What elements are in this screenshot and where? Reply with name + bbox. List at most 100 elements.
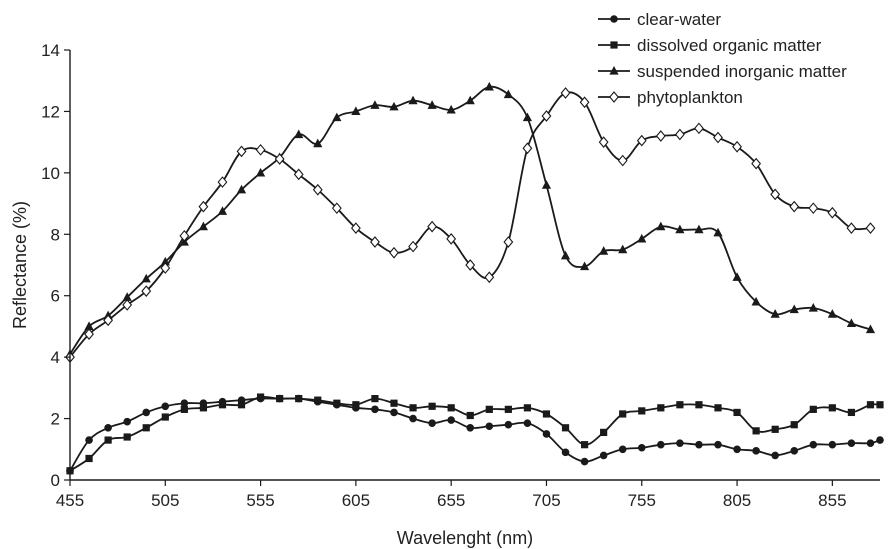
y-tick-label: 6: [51, 287, 60, 306]
data-point-clear-water-825: [771, 451, 779, 460]
data-point-phytoplankton-645: [427, 220, 438, 233]
y-axis-title: Reflectance (%): [10, 201, 30, 329]
data-point-phytoplankton-805: [732, 140, 742, 153]
series-clear-water: [66, 394, 884, 475]
data-point-dissolved-organic-matter-525: [199, 404, 208, 412]
data-point-suspended-inorganic-matter-575: [294, 129, 304, 139]
data-point-suspended-inorganic-matter-615: [370, 100, 380, 109]
data-point-suspended-inorganic-matter-525: [198, 221, 209, 231]
data-point-phytoplankton-715: [560, 87, 571, 99]
data-point-clear-water-880: [876, 436, 884, 444]
data-point-suspended-inorganic-matter-845: [808, 303, 818, 312]
data-point-dissolved-organic-matter-855: [828, 404, 836, 412]
x-tick-label: 755: [628, 491, 656, 510]
data-point-phytoplankton-875: [865, 222, 876, 234]
data-point-dissolved-organic-matter-495: [142, 424, 150, 432]
data-point-suspended-inorganic-matter-755: [637, 233, 647, 243]
data-point-suspended-inorganic-matter-695: [522, 112, 533, 122]
data-point-suspended-inorganic-matter-625: [389, 101, 399, 111]
data-point-suspended-inorganic-matter-595: [332, 112, 342, 122]
data-point-suspended-inorganic-matter-465: [84, 321, 94, 331]
y-tick-label: 0: [51, 471, 60, 490]
legend-marker-diamond: [609, 91, 619, 103]
data-point-dissolved-organic-matter-825: [771, 425, 779, 433]
legend-item-clear-water: clear-water: [598, 10, 721, 29]
data-point-dissolved-organic-matter-775: [676, 401, 684, 409]
data-point-suspended-inorganic-matter-685: [503, 89, 513, 99]
data-point-dissolved-organic-matter-805: [733, 408, 741, 417]
data-point-dissolved-organic-matter-585: [314, 396, 322, 404]
data-point-dissolved-organic-matter-565: [276, 395, 284, 403]
data-point-clear-water-865: [847, 439, 856, 447]
data-point-clear-water-655: [447, 416, 455, 424]
data-point-suspended-inorganic-matter-815: [751, 296, 761, 306]
series-suspended-inorganic-matter: [65, 81, 876, 358]
data-point-phytoplankton-535: [217, 176, 228, 188]
x-tick-label: 705: [532, 491, 560, 510]
y-tick-label: 10: [41, 164, 60, 183]
x-tick-label: 555: [246, 491, 274, 510]
data-point-phytoplankton-595: [331, 202, 342, 215]
y-tick-label: 12: [41, 102, 60, 121]
data-point-dissolved-organic-matter-715: [561, 424, 570, 432]
data-point-suspended-inorganic-matter-545: [236, 184, 247, 194]
data-point-suspended-inorganic-matter-675: [484, 81, 494, 91]
data-point-clear-water-845: [809, 440, 818, 449]
data-point-phytoplankton-865: [846, 222, 857, 234]
data-point-dissolved-organic-matter-465: [85, 454, 93, 463]
data-point-dissolved-organic-matter-765: [657, 404, 665, 412]
data-point-clear-water-665: [466, 423, 475, 432]
data-point-clear-water-785: [695, 440, 703, 449]
data-point-suspended-inorganic-matter-825: [770, 309, 780, 318]
data-point-suspended-inorganic-matter-495: [141, 273, 151, 283]
data-point-dissolved-organic-matter-635: [409, 404, 417, 412]
data-point-phytoplankton-795: [713, 131, 723, 144]
data-point-suspended-inorganic-matter-745: [618, 244, 628, 254]
data-point-dissolved-organic-matter-685: [504, 405, 512, 413]
data-point-clear-water-675: [485, 422, 494, 431]
data-point-phytoplankton-675: [484, 271, 495, 284]
data-point-phytoplankton-575: [293, 168, 304, 181]
data-point-dissolved-organic-matter-865: [847, 408, 856, 417]
data-point-clear-water-475: [104, 423, 112, 432]
data-point-clear-water-815: [752, 447, 760, 455]
data-point-clear-water-875: [866, 439, 875, 447]
y-tick-label: 2: [51, 410, 60, 429]
x-tick-label: 855: [818, 491, 846, 510]
data-point-phytoplankton-705: [541, 110, 552, 122]
data-point-phytoplankton-835: [789, 200, 800, 213]
data-point-phytoplankton-775: [674, 128, 685, 141]
data-point-dissolved-organic-matter-705: [542, 410, 551, 418]
data-point-clear-water-745: [618, 445, 627, 454]
data-point-dissolved-organic-matter-645: [428, 402, 436, 410]
data-point-dissolved-organic-matter-545: [237, 401, 246, 409]
data-point-clear-water-485: [123, 417, 131, 426]
legend-item-phytoplankton: phytoplankton: [598, 88, 743, 107]
legend-marker-square: [610, 41, 618, 49]
data-point-suspended-inorganic-matter-865: [846, 318, 857, 327]
data-point-dissolved-organic-matter-475: [104, 436, 112, 444]
data-point-phytoplankton-685: [503, 236, 514, 248]
legend-item-dissolved-organic-matter: dissolved organic matter: [598, 36, 822, 55]
data-point-dissolved-organic-matter-745: [619, 410, 627, 418]
legend-label: clear-water: [637, 10, 721, 29]
data-point-dissolved-organic-matter-675: [485, 405, 493, 413]
y-tick-label: 8: [51, 225, 60, 244]
series-line-suspended-inorganic-matter: [69, 85, 871, 355]
data-point-suspended-inorganic-matter-535: [217, 206, 228, 215]
data-point-phytoplankton-555: [255, 143, 266, 156]
data-point-dissolved-organic-matter-845: [809, 405, 817, 413]
data-point-suspended-inorganic-matter-795: [713, 227, 723, 237]
data-point-dissolved-organic-matter-695: [523, 404, 532, 412]
data-point-dissolved-organic-matter-575: [295, 395, 303, 403]
data-point-dissolved-organic-matter-485: [123, 433, 131, 441]
data-point-phytoplankton-735: [598, 136, 609, 148]
data-point-dissolved-organic-matter-605: [352, 401, 360, 409]
series-line-phytoplankton: [69, 91, 871, 358]
legend: clear-water dissolved organic matter suspe…: [598, 10, 847, 107]
data-point-clear-water-805: [733, 445, 741, 454]
data-point-suspended-inorganic-matter-725: [579, 261, 590, 271]
data-point-suspended-inorganic-matter-655: [446, 104, 456, 114]
data-point-clear-water-515: [180, 399, 189, 408]
